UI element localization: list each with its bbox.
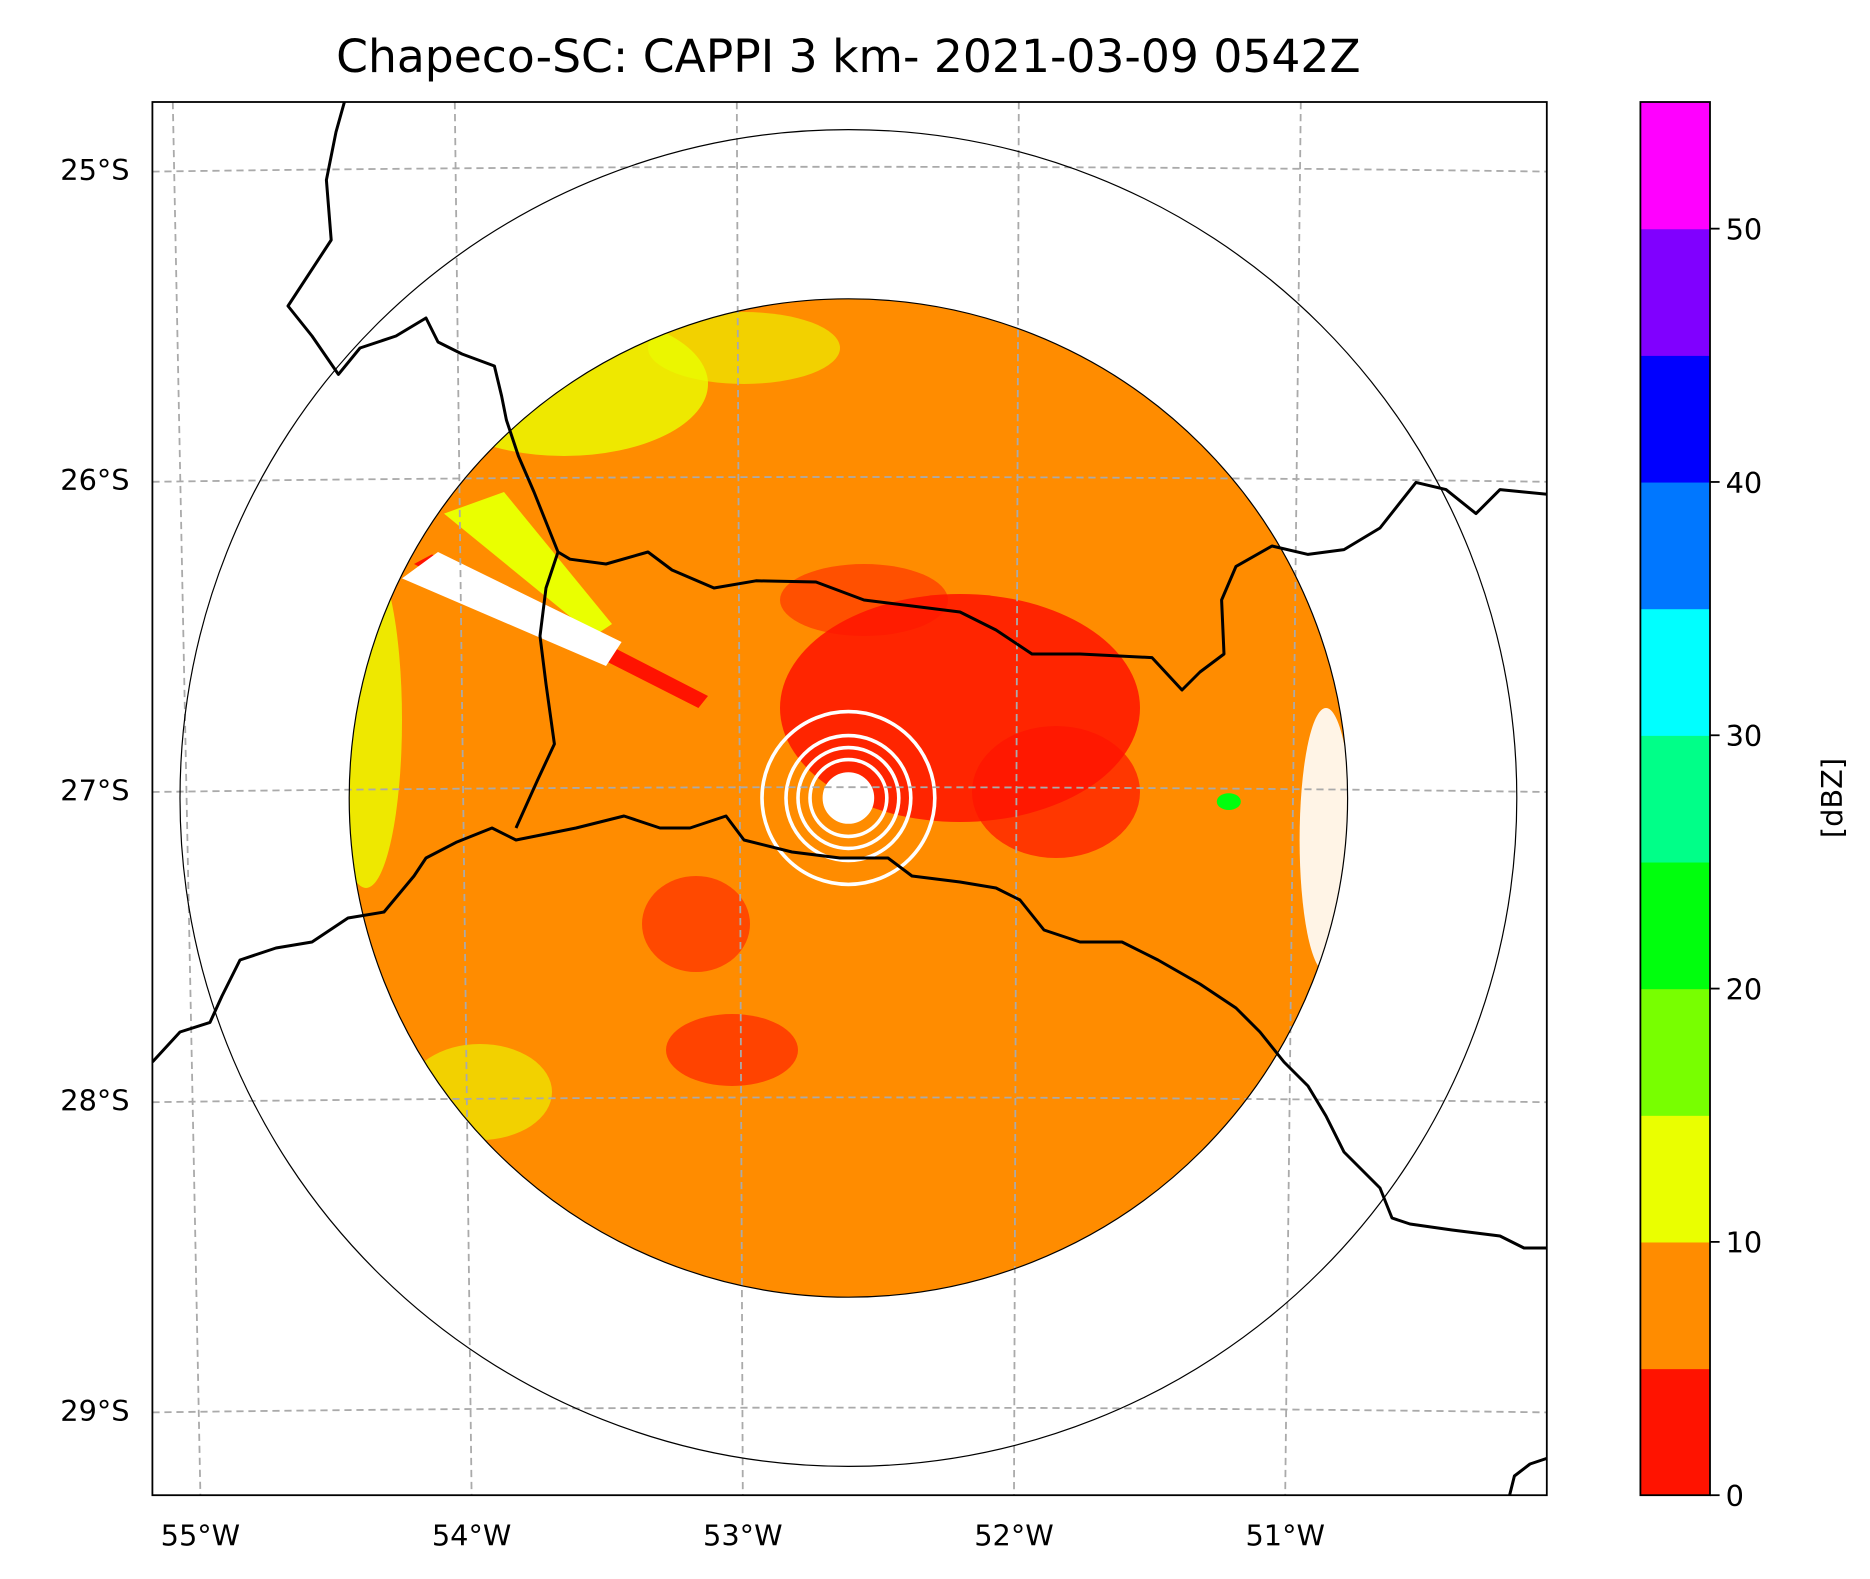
reflectivity-red-e: [972, 726, 1140, 859]
colorbar-label: [dBZ]: [1815, 758, 1849, 838]
parallel-gridline: [152, 165, 1547, 173]
colorbar-segment: [1640, 228, 1711, 356]
gridlines: [152, 102, 1547, 1496]
colorbar-frame: [1639, 101, 1711, 1497]
colorbar-tick-label: 40: [1726, 466, 1763, 500]
radar-center-blank: [822, 772, 875, 824]
chart-title: Chapeco-SC: CAPPI 3 km- 2021-03-09 0542Z: [336, 30, 1361, 83]
colorbar-segment: [1640, 355, 1711, 483]
colorbar-segment: [1640, 1115, 1711, 1243]
colorbar-ticks: 0 10 20 30 40 50: [1710, 212, 1762, 1513]
x-tick-label: 53°W: [703, 1519, 783, 1553]
meridian-gridline: [453, 102, 473, 1496]
clutter-ring: [796, 745, 901, 851]
state-border-west: [514, 551, 560, 829]
reflectivity-red-s: [666, 1014, 799, 1086]
colorbar-tick-label: 50: [1726, 212, 1763, 246]
parallel-gridline: [152, 786, 1547, 793]
reflectivity-yellow-w: [349, 552, 403, 889]
y-tick-label: 27°S: [60, 773, 129, 807]
country-border-north: [286, 102, 1547, 692]
colorbar-segment: [1640, 861, 1711, 990]
colorbar-tick-label: 20: [1726, 972, 1763, 1006]
colorbar-segment: [1640, 102, 1711, 230]
reflectivity-yellow-n: [648, 312, 841, 384]
clutter-ring: [784, 733, 913, 863]
y-tick-label: 28°S: [60, 1084, 129, 1118]
colorbar-segment: [1640, 1368, 1711, 1496]
colorbar-segment: [1640, 608, 1711, 736]
y-tick-labels: 25°S 26°S 27°S 28°S 29°S: [60, 153, 129, 1428]
x-tick-labels: 55°W 54°W 53°W 52°W 51°W: [161, 1519, 1325, 1553]
range-ring-outer: [179, 129, 1518, 1468]
x-tick-label: 51°W: [1245, 1519, 1325, 1553]
colorbar-segment: [1640, 1241, 1711, 1370]
y-tick-label: 25°S: [60, 153, 129, 187]
reflectivity-yellow-stripe: [444, 492, 612, 636]
parallel-gridline: [152, 1096, 1547, 1104]
map-area: [152, 102, 1547, 1496]
meridian-gridline: [735, 102, 744, 1496]
meridian-gridline: [171, 102, 202, 1496]
x-tick-label: 52°W: [974, 1519, 1054, 1553]
y-tick-label: 26°S: [60, 463, 129, 497]
meridian-gridline: [1013, 102, 1020, 1496]
meridian-gridline: [1284, 102, 1302, 1496]
colorbar-tick-label: 0: [1726, 1479, 1744, 1513]
colorbar-tick-label: 10: [1726, 1226, 1763, 1260]
colorbar: [1640, 102, 1711, 1496]
range-ring-inner: [348, 298, 1349, 1298]
colorbar-tick-label: 30: [1726, 719, 1763, 753]
axes-frame: [151, 101, 1548, 1497]
parallel-gridline: [152, 1406, 1547, 1414]
clutter-ring: [808, 757, 889, 839]
reflectivity-red-sw: [642, 876, 750, 973]
x-tick-label: 55°W: [161, 1519, 241, 1553]
clutter-ring: [760, 709, 937, 887]
y-tick-label: 29°S: [60, 1394, 129, 1428]
colorbar-segment: [1640, 988, 1711, 1116]
colorbar-segment: [1640, 481, 1711, 610]
beam-blockage-wedge: [402, 552, 622, 666]
state-border-south: [152, 814, 1547, 1250]
borders: [152, 102, 1547, 1496]
border-fragment-southeast: [1508, 1456, 1547, 1496]
parallel-gridline: [152, 476, 1547, 483]
colorbar-segment: [1640, 735, 1711, 863]
reflectivity-green-cell: [1216, 793, 1241, 811]
x-tick-label: 54°W: [432, 1519, 512, 1553]
clutter-rings: [760, 709, 937, 887]
